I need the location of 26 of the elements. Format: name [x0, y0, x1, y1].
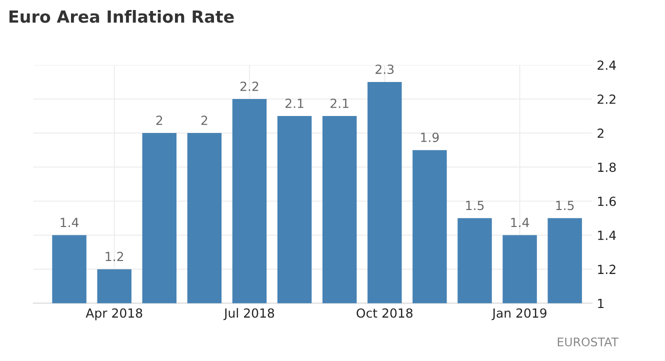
data-label: 2.1: [286, 98, 304, 108]
y-tick-label: 1: [598, 298, 604, 308]
data-label: 2: [201, 116, 208, 125]
y-tick-label: 2.4: [598, 60, 616, 70]
data-label: 2: [156, 116, 162, 125]
x-tick-label: Oct 2018: [356, 308, 412, 318]
x-tick-label: Apr 2018: [86, 308, 142, 320]
data-label: 2.2: [240, 82, 258, 91]
y-tick-label: 1.8: [598, 162, 616, 172]
y-tick-label: 2: [598, 128, 604, 138]
data-label: 1.9: [421, 132, 439, 142]
data-label: 1.5: [556, 200, 574, 210]
y-tick-label: 1.2: [598, 264, 616, 274]
y-tick-label: 1.4: [598, 230, 616, 240]
data-label: 1.5: [466, 200, 484, 210]
text: EUROSTAT: [558, 337, 618, 346]
data-label: 1.4: [511, 218, 530, 228]
y-tick-label: 2.2: [598, 94, 616, 104]
data-label: 1.2: [106, 252, 124, 262]
data-label: 2.3: [376, 64, 394, 74]
x-tick-label: Jan 2019: [492, 308, 546, 320]
data-label: 2.1: [330, 98, 348, 108]
x-tick-label: Jul 2018: [223, 308, 274, 320]
chart-title: Euro Area Inflation Rate: [10, 10, 234, 23]
data-label: 1.4: [60, 218, 79, 228]
y-tick-label: 1.6: [598, 196, 616, 206]
